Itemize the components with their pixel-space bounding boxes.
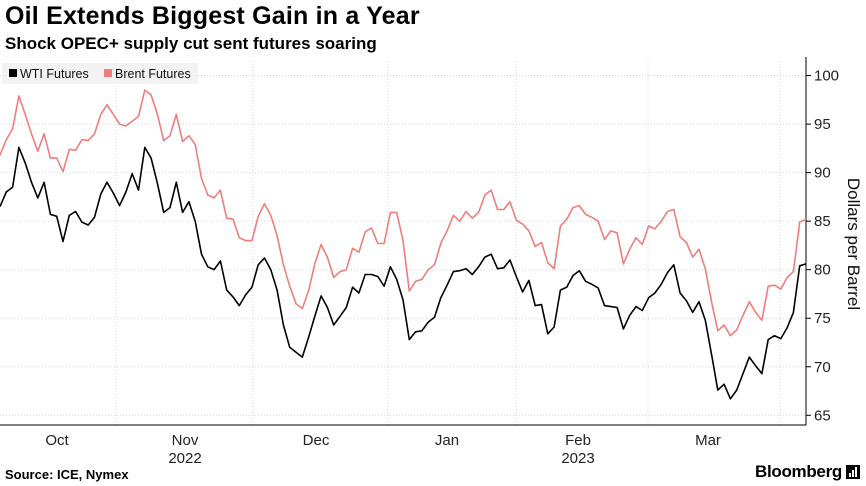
y-tick-label-70: 70 <box>814 359 831 376</box>
series-line-brent-futures <box>0 89 807 337</box>
bloomberg-logo: Bloomberg <box>755 462 860 482</box>
legend-label-brent-futures: Brent Futures <box>115 67 191 81</box>
x-tick-label-jan: Jan <box>435 432 459 449</box>
bloomberg-terminal-icon <box>846 465 860 479</box>
y-axis-label: Dollars per Barrel <box>844 178 863 310</box>
series-line-wti-futures <box>0 146 807 400</box>
x-year-label-2022: 2022 <box>168 450 201 467</box>
y-tick-label-80: 80 <box>814 262 831 279</box>
x-tick-label-feb: Feb <box>565 432 591 449</box>
x-tick-label-dec: Dec <box>303 432 330 449</box>
y-tick-label-90: 90 <box>814 165 831 182</box>
source-note: Source: ICE, Nymex <box>5 467 129 482</box>
x-tick-label-oct: Oct <box>45 432 69 449</box>
brand-name: Bloomberg <box>754 462 842 481</box>
x-tick-label-mar: Mar <box>695 432 721 449</box>
y-tick-label-95: 95 <box>814 116 831 133</box>
y-tick-label-100: 100 <box>814 68 839 85</box>
y-tick-label-85: 85 <box>814 213 831 230</box>
y-tick-label-75: 75 <box>814 310 831 327</box>
chart-title: Oil Extends Biggest Gain in a Year <box>5 2 420 30</box>
y-tick-label-65: 65 <box>814 407 831 424</box>
legend-box <box>2 63 198 84</box>
x-year-label-2023: 2023 <box>561 450 594 467</box>
x-tick-label-nov: Nov <box>172 432 199 449</box>
legend-swatch-brent-futures <box>104 69 112 77</box>
legend-swatch-wti-futures <box>9 69 17 77</box>
chart-subtitle: Shock OPEC+ supply cut sent futures soar… <box>5 34 377 53</box>
legend-label-wti-futures: WTI Futures <box>20 67 89 81</box>
